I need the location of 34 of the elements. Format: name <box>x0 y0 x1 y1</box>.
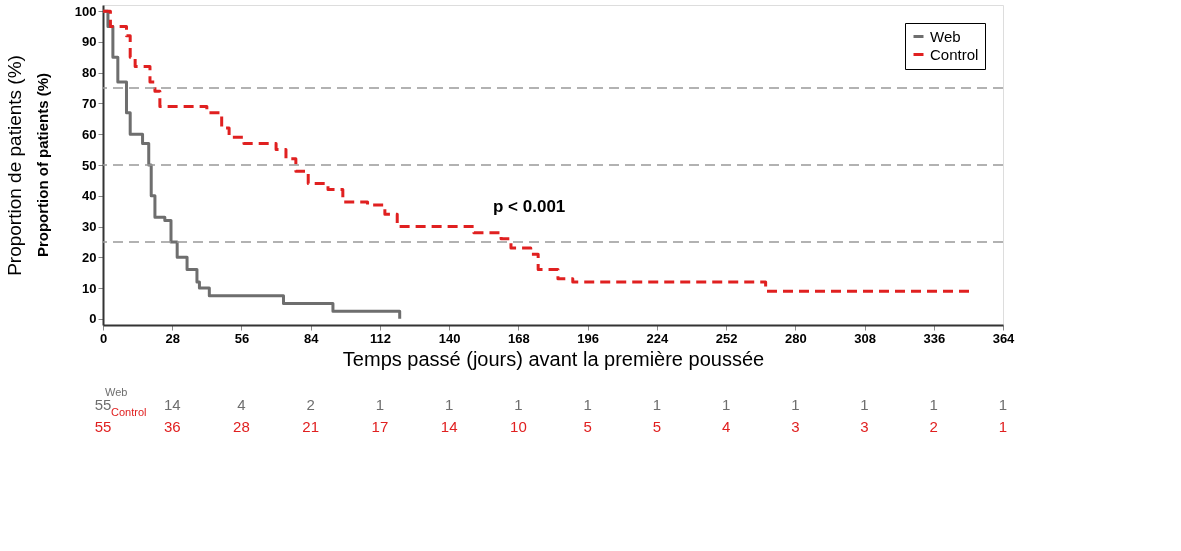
x-tick-label: 112 <box>369 330 391 346</box>
x-tick-label: 140 <box>438 330 461 346</box>
y-tick-label: 80 <box>82 65 97 81</box>
x-tick-label: 0 <box>99 330 108 346</box>
x-tick-label: 280 <box>784 330 807 346</box>
x-tick-label: 336 <box>923 330 946 346</box>
y-tick-label: 100 <box>74 3 97 19</box>
y-tick-label: 60 <box>82 126 97 142</box>
text: 55 36 28 21 17 14 10 5 5 4 3 3 2 1 <box>94 418 1008 435</box>
x-tick-label: 308 <box>854 330 876 346</box>
y-tick-label: 70 <box>82 95 97 111</box>
legend-label: Control <box>930 45 979 63</box>
y-tick-label: 50 <box>82 157 97 173</box>
y-tick-label: 0 <box>89 311 97 327</box>
x-tick-label: 28 <box>165 330 180 346</box>
y-axis-title: Proportion de patients (%) <box>3 55 25 276</box>
x-tick-label: 168 <box>508 330 530 346</box>
y-tick-label: 30 <box>82 219 97 235</box>
text: Proportion of patients (%) <box>34 72 51 258</box>
text: Web <box>105 386 128 398</box>
x-axis-title: Temps passé (jours) avant la première poussée <box>342 347 765 370</box>
y-tick-label: 40 <box>82 188 97 204</box>
legend-label: Web <box>930 27 961 45</box>
x-tick-label: 252 <box>715 330 738 346</box>
y-tick-label: 20 <box>82 249 97 265</box>
x-tick-label: 224 <box>646 330 669 346</box>
annotation: p < 0.001 <box>493 197 566 216</box>
text: Control <box>111 406 147 418</box>
x-tick-label: 84 <box>303 330 320 346</box>
y-tick-label: 10 <box>82 280 97 296</box>
y-tick-label: 90 <box>82 34 97 50</box>
x-tick-label: 196 <box>577 330 599 346</box>
x-tick-label: 364 <box>992 330 1016 346</box>
x-tick-label: 56 <box>234 330 250 346</box>
